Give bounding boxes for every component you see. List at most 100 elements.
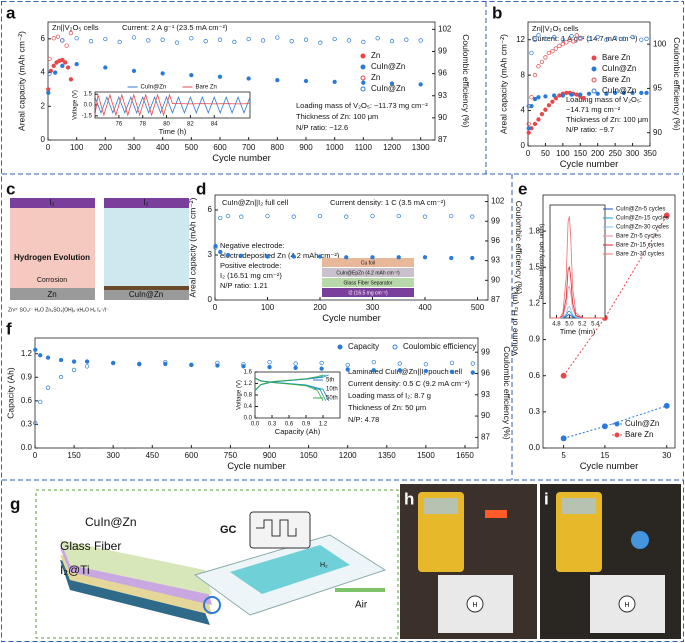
i2-layer bbox=[104, 198, 189, 208]
layer-label: CuIn@EpZn (4.2 mAh cm⁻²) bbox=[336, 270, 400, 276]
data-point bbox=[47, 56, 52, 62]
x-tick-label: 200 bbox=[313, 303, 327, 312]
x-tick-label: 500 bbox=[185, 143, 199, 152]
x-tick-label: 5.0 bbox=[565, 322, 574, 328]
legend-swatch bbox=[591, 66, 597, 72]
data-point bbox=[423, 362, 429, 367]
data-point bbox=[332, 79, 337, 84]
x-tick-label: 50 bbox=[541, 149, 550, 158]
data-point bbox=[546, 50, 552, 56]
data-point bbox=[449, 213, 454, 219]
x-tick-label: 300 bbox=[127, 143, 141, 152]
data-point bbox=[45, 385, 51, 390]
data-point bbox=[396, 255, 401, 260]
annotation: Current density: 1 C (3.5 mA cm⁻²) bbox=[330, 198, 446, 207]
data-point bbox=[639, 90, 644, 96]
panel-label: a bbox=[6, 3, 16, 22]
data-point bbox=[218, 215, 223, 221]
data-point bbox=[630, 90, 635, 96]
data-point bbox=[543, 36, 548, 41]
legend-swatch bbox=[591, 55, 597, 61]
data-point bbox=[137, 362, 142, 367]
data-point bbox=[560, 93, 566, 98]
data-point bbox=[418, 82, 423, 87]
panel-label: c bbox=[6, 179, 15, 198]
y2-axis-label: Coulombic efficiency (%) bbox=[514, 201, 524, 295]
x-tick-label: 1200 bbox=[383, 143, 401, 152]
data-point bbox=[60, 63, 65, 68]
y-tick-label: 6 bbox=[41, 34, 46, 43]
data-point bbox=[470, 214, 475, 219]
y2-tick-label: 102 bbox=[438, 24, 452, 33]
x-tick-label: 5.4 bbox=[591, 322, 600, 328]
data-point bbox=[38, 399, 43, 405]
legend-label: CuIn@Zn bbox=[602, 86, 636, 95]
x-axis-label: Time (min) bbox=[560, 327, 596, 336]
legend-label: Capacity bbox=[348, 342, 379, 351]
x-tick-label: 1350 bbox=[378, 451, 396, 460]
panel-label: h bbox=[404, 489, 414, 508]
label: CuIn@Zn bbox=[129, 290, 163, 299]
data-point bbox=[289, 39, 294, 44]
data-point bbox=[174, 40, 180, 45]
x-tick-label: 600 bbox=[185, 451, 199, 460]
y-tick-label: 0.3 bbox=[529, 407, 541, 416]
data-point bbox=[84, 359, 90, 364]
legend-label: Zn bbox=[371, 73, 380, 82]
series-line bbox=[550, 265, 605, 319]
data-point bbox=[375, 36, 380, 41]
panel-label: i bbox=[544, 489, 549, 508]
y-axis-label: Relative intensity (arb. units) bbox=[540, 224, 546, 300]
data-point bbox=[543, 107, 548, 112]
y2-tick-label: 93 bbox=[491, 256, 500, 265]
data-point bbox=[449, 360, 455, 365]
label: Hydrogen Evolution bbox=[14, 253, 90, 262]
data-point bbox=[644, 90, 649, 96]
x-tick-label: 300 bbox=[626, 149, 640, 158]
data-point bbox=[539, 59, 545, 65]
y2-tick-label: 102 bbox=[491, 197, 505, 206]
layer bbox=[322, 278, 414, 287]
data-point bbox=[111, 360, 116, 365]
y-tick-label: 1.8 bbox=[529, 226, 541, 235]
logo bbox=[618, 595, 636, 613]
label: Glass Fiber bbox=[60, 539, 121, 553]
y-tick-label: 0.0 bbox=[529, 443, 541, 452]
tube bbox=[203, 596, 221, 614]
data-point bbox=[239, 253, 244, 258]
x-tick-label: 800 bbox=[271, 143, 285, 152]
data-point bbox=[569, 92, 574, 97]
y-tick-label: 0.9 bbox=[529, 335, 541, 344]
annotation: Laminated CuIn@Zn||I₂ pouch cell bbox=[348, 367, 462, 376]
data-point bbox=[560, 372, 567, 379]
data-point bbox=[612, 35, 618, 41]
series-line bbox=[550, 216, 605, 319]
x-tick-label: 0 bbox=[46, 143, 51, 152]
data-point bbox=[361, 80, 366, 85]
annotation: Loading mass of V₂O₅: bbox=[566, 95, 642, 104]
legend-label: Bare Zn-5 cycles bbox=[616, 234, 661, 240]
x-tick-label: 4.8 bbox=[552, 322, 561, 328]
x-tick-label: 82 bbox=[187, 122, 194, 128]
y-tick-label: 8 bbox=[521, 70, 526, 79]
x-tick-label: 1050 bbox=[300, 451, 318, 460]
electrode bbox=[230, 545, 350, 594]
x-tick-label: 700 bbox=[242, 143, 256, 152]
data-point bbox=[578, 92, 583, 97]
data-point bbox=[663, 402, 670, 409]
data-point bbox=[345, 367, 350, 372]
label: Zn bbox=[47, 290, 56, 299]
x-tick-label: 1650 bbox=[456, 451, 474, 460]
data-point bbox=[536, 64, 541, 69]
x-tick-label: 0.6 bbox=[285, 422, 294, 428]
data-point bbox=[404, 37, 409, 42]
label: GC bbox=[220, 524, 237, 536]
data-point bbox=[291, 214, 296, 219]
data-point bbox=[293, 361, 298, 366]
annotation: N/P ratio: ~9.7 bbox=[566, 125, 614, 134]
x-tick-label: 100 bbox=[261, 303, 275, 312]
data-point bbox=[131, 68, 137, 74]
gc-trace bbox=[256, 519, 297, 537]
data-point bbox=[33, 421, 38, 426]
